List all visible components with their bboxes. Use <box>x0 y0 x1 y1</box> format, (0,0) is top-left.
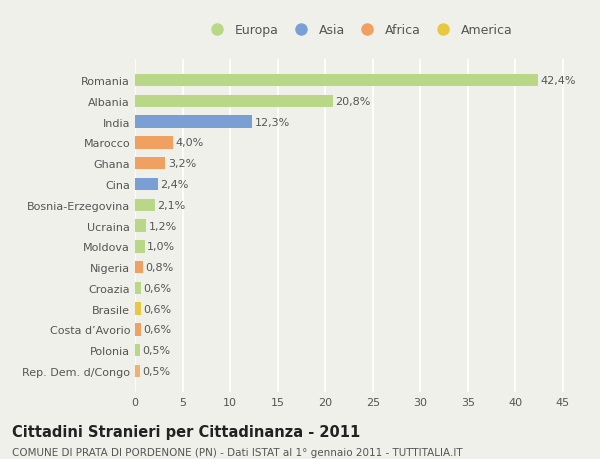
Bar <box>135 179 158 191</box>
Bar <box>135 220 146 232</box>
Text: 2,4%: 2,4% <box>160 179 188 190</box>
Bar <box>135 95 333 108</box>
Text: Cittadini Stranieri per Cittadinanza - 2011: Cittadini Stranieri per Cittadinanza - 2… <box>12 425 360 440</box>
Bar <box>135 199 155 212</box>
Text: COMUNE DI PRATA DI PORDENONE (PN) - Dati ISTAT al 1° gennaio 2011 - TUTTITALIA.I: COMUNE DI PRATA DI PORDENONE (PN) - Dati… <box>12 448 463 458</box>
Bar <box>135 365 140 377</box>
Bar <box>135 282 141 294</box>
Text: 2,1%: 2,1% <box>157 200 185 210</box>
Bar <box>135 116 252 129</box>
Text: 0,6%: 0,6% <box>143 304 171 314</box>
Text: 0,5%: 0,5% <box>142 345 170 355</box>
Text: 0,6%: 0,6% <box>143 325 171 335</box>
Bar <box>135 75 538 87</box>
Bar <box>135 261 143 274</box>
Legend: Europa, Asia, Africa, America: Europa, Asia, Africa, America <box>200 19 517 42</box>
Text: 0,6%: 0,6% <box>143 283 171 293</box>
Text: 42,4%: 42,4% <box>541 76 576 86</box>
Text: 4,0%: 4,0% <box>175 138 203 148</box>
Bar <box>135 158 166 170</box>
Text: 0,5%: 0,5% <box>142 366 170 376</box>
Bar <box>135 241 145 253</box>
Text: 20,8%: 20,8% <box>335 97 371 107</box>
Bar <box>135 344 140 357</box>
Text: 0,8%: 0,8% <box>145 263 173 273</box>
Text: 1,2%: 1,2% <box>149 221 177 231</box>
Bar <box>135 324 141 336</box>
Bar <box>135 137 173 149</box>
Text: 3,2%: 3,2% <box>168 159 196 169</box>
Text: 12,3%: 12,3% <box>254 118 290 128</box>
Bar <box>135 303 141 315</box>
Text: 1,0%: 1,0% <box>147 242 175 252</box>
